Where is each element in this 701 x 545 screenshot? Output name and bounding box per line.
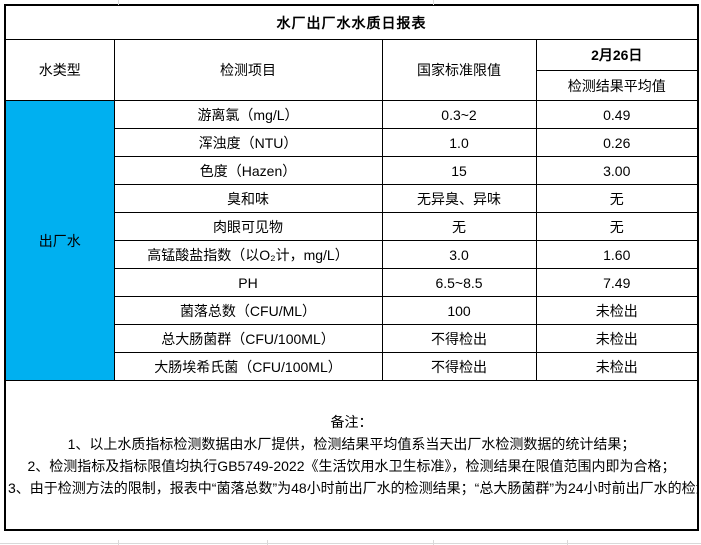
limit-cell: 100	[381, 296, 537, 325]
notes-row: 备注： 1、以上水质指标检测数据由水厂提供，检测结果平均值系当天出厂水检测数据的…	[4, 380, 699, 531]
result-cell: 3.00	[535, 156, 699, 185]
col-header-date: 2月26日	[535, 39, 699, 71]
result-cell: 未检出	[535, 296, 699, 325]
test-item-cell: 浑浊度（NTU）	[113, 128, 383, 157]
gridline-tick	[433, 0, 434, 5]
table-row: 臭和味 无异臭、异味 无	[5, 184, 699, 213]
limit-cell: 不得检出	[381, 324, 537, 353]
test-item-cell: 高锰酸盐指数（以O₂计，mg/L）	[113, 240, 383, 269]
gridline-tick	[267, 540, 268, 545]
result-cell: 7.49	[535, 268, 699, 297]
table-row: 高锰酸盐指数（以O₂计，mg/L） 3.0 1.60	[5, 240, 699, 269]
limit-cell: 无	[381, 212, 537, 241]
gridline-tick	[118, 540, 119, 545]
result-cell: 1.60	[535, 240, 699, 269]
header-row-1: 水类型 检测项目 国家标准限值 2月26日	[4, 39, 699, 101]
table-row: 总大肠菌群（CFU/100ML） 不得检出 未检出	[5, 324, 699, 353]
gridline-tick	[567, 540, 568, 545]
note-item-1: 1、以上水质指标检测数据由水厂提供，检测结果平均值系当天出厂水检测数据的统计结果…	[67, 436, 636, 452]
col-header-water-type: 水类型	[4, 39, 115, 101]
result-cell: 0.49	[535, 100, 699, 129]
table-row: 大肠埃希氏菌（CFU/100ML） 不得检出 未检出	[5, 352, 699, 381]
result-cell: 0.26	[535, 128, 699, 157]
notes-cell: 备注： 1、以上水质指标检测数据由水厂提供，检测结果平均值系当天出厂水检测数据的…	[4, 380, 699, 531]
test-item-cell: 游离氯（mg/L）	[113, 100, 383, 129]
note-item-3: 3、由于检测方法的限制，报表中“菌落总数”为48小时前出厂水的检测结果；“总大肠…	[8, 480, 697, 496]
limit-cell: 0.3~2	[381, 100, 537, 129]
water-type-cell: 出厂水	[4, 100, 115, 381]
test-item-cell: 臭和味	[113, 184, 383, 213]
table-row: PH 6.5~8.5 7.49	[5, 268, 699, 297]
result-cell: 未检出	[535, 324, 699, 353]
col-header-standard-limit: 国家标准限值	[381, 39, 537, 101]
table-row: 浑浊度（NTU） 1.0 0.26	[5, 128, 699, 157]
limit-cell: 无异臭、异味	[381, 184, 537, 213]
gridline-tick	[433, 540, 434, 545]
test-item-cell: 色度（Hazen）	[113, 156, 383, 185]
gridline-bottom	[0, 543, 701, 544]
page-title: 水厂出厂水水质日报表	[4, 4, 699, 40]
limit-cell: 6.5~8.5	[381, 268, 537, 297]
test-item-cell: PH	[113, 268, 383, 297]
test-item-cell: 菌落总数（CFU/ML）	[113, 296, 383, 325]
test-item-cell: 大肠埃希氏菌（CFU/100ML）	[113, 352, 383, 381]
table-row: 肉眼可见物 无 无	[5, 212, 699, 241]
gridline-tick	[118, 0, 119, 5]
test-item-cell: 总大肠菌群（CFU/100ML）	[113, 324, 383, 353]
note-item-2: 2、检测指标及指标限值均执行GB5749-2022《生活饮用水卫生标准》，检测结…	[27, 458, 676, 474]
table-row: 出厂水 游离氯（mg/L） 0.3~2 0.49	[4, 100, 699, 381]
limit-cell: 不得检出	[381, 352, 537, 381]
limit-cell: 3.0	[381, 240, 537, 269]
notes-label: 备注：	[330, 414, 373, 430]
col-header-test-item: 检测项目	[113, 39, 383, 101]
limit-cell: 15	[381, 156, 537, 185]
header-row-2: 检测结果平均值	[5, 70, 699, 101]
result-cell: 无	[535, 184, 699, 213]
col-header-result-avg: 检测结果平均值	[535, 70, 699, 101]
table-row: 色度（Hazen） 15 3.00	[5, 156, 699, 185]
title-row: 水厂出厂水水质日报表	[4, 4, 699, 40]
water-quality-table: 水厂出厂水水质日报表 水类型 检测项目 国家标准限值 2月26日 检测结果平均值…	[4, 4, 699, 531]
result-cell: 无	[535, 212, 699, 241]
table-row: 菌落总数（CFU/ML） 100 未检出	[5, 296, 699, 325]
limit-cell: 1.0	[381, 128, 537, 157]
test-item-cell: 肉眼可见物	[113, 212, 383, 241]
result-cell: 未检出	[535, 352, 699, 381]
